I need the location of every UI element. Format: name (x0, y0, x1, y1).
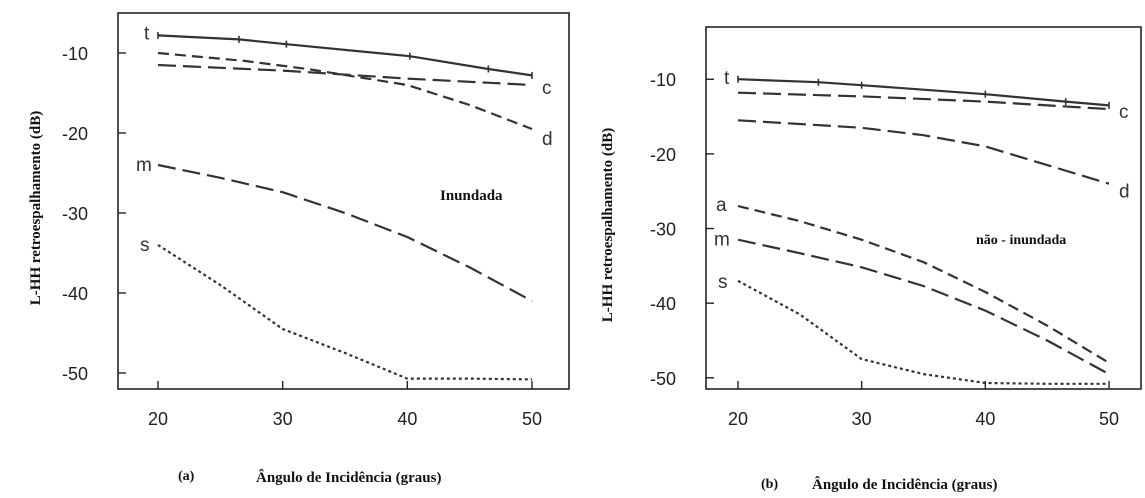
y-tick-label-b-2: -30 (650, 220, 676, 240)
x-tick-label-a-3: 50 (522, 409, 542, 429)
ticks-a: -10 -20 -30 -40 -50 20 30 40 50 (62, 44, 542, 429)
panel-label-a: (a) (178, 469, 195, 484)
y-tick-label-b-3: -40 (650, 294, 676, 314)
series-label-a-c: c (542, 78, 552, 99)
series-line-b-m (737, 238, 1110, 376)
x-tick-label-b-1: 30 (852, 409, 872, 429)
y-axis-label-b: L-HH retroespalhamento (dB) (600, 128, 616, 322)
y-tick-label-b-0: -10 (650, 70, 676, 90)
series-label-b-a: a (716, 195, 727, 216)
series-b: t c d ams (714, 68, 1130, 385)
panel-b: L-HH retroespalhamento (dB) Ângulo de In… (600, 26, 1142, 493)
x-tick-label-a-0: 20 (148, 409, 168, 429)
panel-a: L-HH retroespalhamento (dB) Ângulo de In… (28, 12, 570, 486)
series-label-a-t: t (144, 23, 150, 44)
series-label-b-d: d (1119, 182, 1130, 203)
series-line-a-m (157, 163, 533, 302)
series-label-b-m: m (714, 230, 730, 251)
y-tick-label-b-1: -20 (650, 145, 676, 165)
x-tick-label-b-2: 40 (975, 409, 995, 429)
series-a: t c d m s (136, 23, 553, 381)
series-line-b-c (737, 91, 1110, 111)
series-line-b-t (737, 78, 1110, 107)
x-tick-label-b-0: 20 (728, 409, 748, 429)
x-axis-label-a: Ângulo de Incidência (graus) (256, 469, 441, 486)
series-line-b-d (737, 119, 1110, 185)
y-tick-label-a-2: -30 (62, 204, 88, 224)
annotation-b: não - inundada (976, 233, 1066, 248)
series-line-b-a (737, 205, 1110, 364)
series-line-a-d (157, 51, 533, 131)
series-label-b-c: c (1119, 102, 1129, 123)
series-label-b-t: t (724, 68, 730, 89)
series-label-a-d: d (542, 129, 553, 150)
x-tick-label-a-2: 40 (397, 409, 417, 429)
y-tick-label-a-0: -10 (62, 44, 88, 64)
x-tick-label-b-3: 50 (1099, 409, 1119, 429)
series-line-b-s (737, 279, 1109, 385)
y-axis-label-a: L-HH retroespalhamento (dB) (28, 111, 44, 305)
y-tick-label-a-1: -20 (62, 124, 88, 144)
annotation-a: Inundada (440, 188, 503, 204)
y-tick-label-a-3: -40 (62, 284, 88, 304)
series-line-a-s (157, 244, 533, 381)
series-line-a-t (157, 34, 533, 77)
plot-frame-b (705, 26, 1142, 390)
x-tick-label-a-1: 30 (273, 409, 293, 429)
x-axis-label-b: Ângulo de Incidência (graus) (812, 476, 997, 493)
y-tick-label-b-4: -50 (650, 369, 676, 389)
series-label-b-s: s (718, 272, 728, 293)
series-label-a-m: m (136, 155, 152, 176)
series-label-a-s: s (140, 235, 150, 256)
ticks-b: -10 -20 -30 -40 -50 20 30 40 50 (650, 70, 1119, 429)
plot-frame-a (117, 12, 570, 390)
panel-label-b: (b) (761, 477, 778, 492)
y-tick-label-a-4: -50 (62, 364, 88, 384)
